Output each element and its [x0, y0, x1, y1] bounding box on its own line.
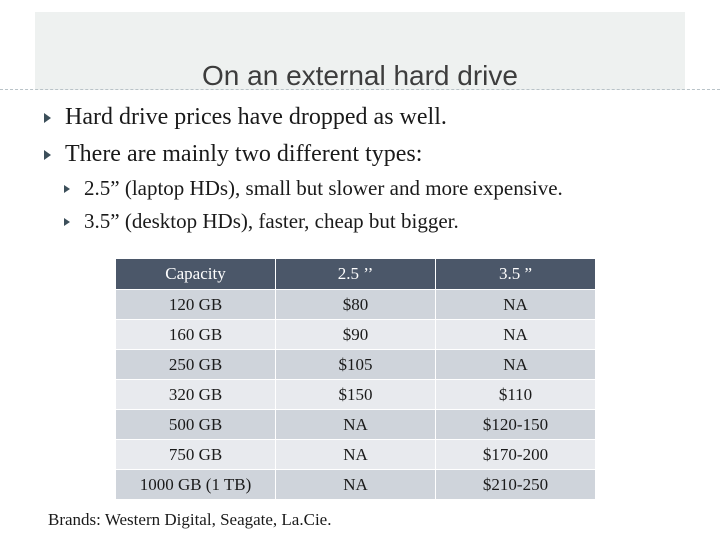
- price-3-5-cell: $170-200: [435, 439, 596, 470]
- table-row: 250 GB $105 NA: [115, 349, 596, 380]
- triangle-bullet-icon: [44, 149, 51, 160]
- price-2-5-cell: NA: [275, 439, 436, 470]
- title-band: On an external hard drive: [0, 12, 720, 91]
- price-table: Capacity 2.5 ’’ 3.5 ” 120 GB $80 NA 160 …: [115, 258, 596, 500]
- triangle-bullet-icon: [64, 184, 70, 193]
- table-row: 750 GB NA $170-200: [115, 439, 596, 470]
- capacity-cell: 320 GB: [115, 379, 276, 410]
- sub-bullet-item: 3.5” (desktop HDs), faster, cheap but bi…: [64, 209, 459, 234]
- price-3-5-cell: NA: [435, 289, 596, 320]
- capacity-cell: 160 GB: [115, 319, 276, 350]
- capacity-cell: 250 GB: [115, 349, 276, 380]
- table-row: 120 GB $80 NA: [115, 289, 596, 320]
- sub-bullet-item: 2.5” (laptop HDs), small but slower and …: [64, 176, 563, 201]
- slide-title: On an external hard drive: [202, 60, 518, 91]
- triangle-bullet-icon: [64, 217, 70, 226]
- capacity-cell: 750 GB: [115, 439, 276, 470]
- price-2-5-cell: NA: [275, 409, 436, 440]
- bullet-text: There are mainly two different types:: [65, 141, 423, 167]
- price-3-5-cell: $110: [435, 379, 596, 410]
- price-2-5-cell: $80: [275, 289, 436, 320]
- capacity-cell: 500 GB: [115, 409, 276, 440]
- header-capacity: Capacity: [115, 258, 276, 290]
- header-3-5-inch: 3.5 ”: [435, 258, 596, 290]
- capacity-cell: 1000 GB (1 TB): [115, 469, 276, 500]
- price-2-5-cell: $150: [275, 379, 436, 410]
- bullet-item: There are mainly two different types:: [44, 141, 422, 168]
- price-3-5-cell: NA: [435, 349, 596, 380]
- table-row: 160 GB $90 NA: [115, 319, 596, 350]
- bullet-text: Hard drive prices have dropped as well.: [65, 104, 447, 130]
- header-2-5-inch: 2.5 ’’: [275, 258, 436, 290]
- sub-bullet-text: 2.5” (laptop HDs), small but slower and …: [84, 176, 563, 200]
- table-header-row: Capacity 2.5 ’’ 3.5 ”: [115, 258, 596, 290]
- triangle-bullet-icon: [44, 112, 51, 123]
- price-2-5-cell: $105: [275, 349, 436, 380]
- price-3-5-cell: NA: [435, 319, 596, 350]
- price-2-5-cell: $90: [275, 319, 436, 350]
- price-2-5-cell: NA: [275, 469, 436, 500]
- sub-bullet-text: 3.5” (desktop HDs), faster, cheap but bi…: [84, 209, 459, 233]
- table-row: 320 GB $150 $110: [115, 379, 596, 410]
- price-3-5-cell: $120-150: [435, 409, 596, 440]
- price-3-5-cell: $210-250: [435, 469, 596, 500]
- brands-footnote: Brands: Western Digital, Seagate, La.Cie…: [48, 510, 332, 529]
- table-row: 500 GB NA $120-150: [115, 409, 596, 440]
- table-row: 1000 GB (1 TB) NA $210-250: [115, 469, 596, 500]
- capacity-cell: 120 GB: [115, 289, 276, 320]
- bullet-item: Hard drive prices have dropped as well.: [44, 104, 447, 131]
